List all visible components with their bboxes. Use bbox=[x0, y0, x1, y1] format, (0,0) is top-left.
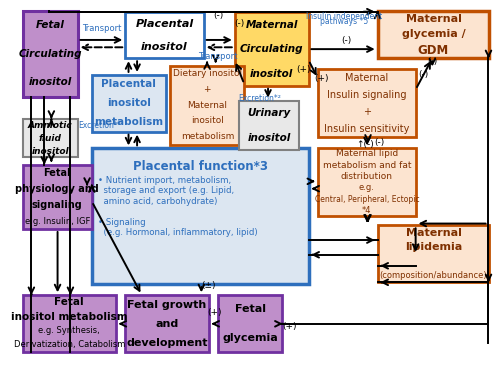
Text: Insulin sensitivity: Insulin sensitivity bbox=[324, 124, 410, 134]
Text: (-): (-) bbox=[342, 37, 351, 46]
Text: fluid: fluid bbox=[38, 134, 62, 143]
FancyBboxPatch shape bbox=[318, 148, 416, 216]
Text: Fetal: Fetal bbox=[44, 168, 71, 178]
Text: (+): (+) bbox=[207, 308, 222, 317]
FancyBboxPatch shape bbox=[378, 11, 490, 58]
Text: inositol: inositol bbox=[107, 98, 150, 108]
FancyBboxPatch shape bbox=[240, 101, 299, 150]
Text: (-): (-) bbox=[234, 19, 245, 28]
Text: inositol: inositol bbox=[28, 77, 72, 87]
Text: Maternal: Maternal bbox=[406, 14, 462, 24]
Text: (-): (-) bbox=[213, 11, 223, 20]
Text: metabolism: metabolism bbox=[180, 132, 234, 141]
Text: *4: *4 bbox=[362, 206, 372, 215]
Text: Fetal: Fetal bbox=[36, 20, 64, 30]
Text: ↑(-): ↑(-) bbox=[356, 140, 374, 149]
Text: Amniotic: Amniotic bbox=[28, 121, 72, 130]
Text: Placental function*3: Placental function*3 bbox=[132, 160, 268, 173]
Text: inositol: inositol bbox=[191, 117, 224, 125]
Text: Maternal: Maternal bbox=[188, 101, 228, 110]
Text: (+): (+) bbox=[296, 65, 311, 74]
Text: Transport: Transport bbox=[198, 52, 237, 61]
Text: Circulating: Circulating bbox=[18, 49, 82, 59]
FancyBboxPatch shape bbox=[23, 295, 116, 352]
Text: glycemia: glycemia bbox=[222, 333, 278, 343]
Text: inositol: inositol bbox=[32, 147, 69, 155]
FancyBboxPatch shape bbox=[170, 65, 244, 145]
Text: pathways *5: pathways *5 bbox=[320, 17, 368, 26]
Text: Maternal lipid: Maternal lipid bbox=[336, 149, 398, 158]
Text: Placental: Placental bbox=[102, 79, 156, 89]
FancyBboxPatch shape bbox=[92, 75, 166, 132]
Text: Fetal: Fetal bbox=[234, 305, 266, 314]
Text: Circulating: Circulating bbox=[240, 44, 304, 54]
Text: (+): (+) bbox=[282, 322, 296, 331]
Text: Transport: Transport bbox=[82, 24, 121, 33]
Text: Fetal: Fetal bbox=[54, 297, 84, 307]
Text: Central, Peripheral, Ectopic: Central, Peripheral, Ectopic bbox=[314, 195, 419, 204]
Text: signaling: signaling bbox=[32, 200, 82, 210]
Text: distribution: distribution bbox=[341, 172, 393, 181]
FancyBboxPatch shape bbox=[378, 225, 490, 282]
Text: Placental: Placental bbox=[136, 19, 194, 29]
Text: (-): (-) bbox=[427, 57, 438, 67]
Text: e.g. Insulin, IGF: e.g. Insulin, IGF bbox=[24, 216, 90, 226]
Text: (composition/abundance): (composition/abundance) bbox=[380, 271, 488, 280]
Text: +: + bbox=[204, 85, 211, 94]
FancyBboxPatch shape bbox=[23, 119, 78, 158]
Text: Insulin signaling: Insulin signaling bbox=[327, 90, 406, 100]
FancyBboxPatch shape bbox=[318, 69, 416, 137]
Text: GDM: GDM bbox=[418, 44, 449, 57]
Text: and: and bbox=[155, 319, 178, 329]
Text: physiology and: physiology and bbox=[16, 184, 99, 194]
Text: e.g.: e.g. bbox=[359, 184, 375, 192]
Text: Urinary: Urinary bbox=[248, 108, 291, 118]
Text: Fetal growth: Fetal growth bbox=[127, 300, 206, 310]
Text: • Signaling
  (e.g. Hormonal, inflammatory, lipid): • Signaling (e.g. Hormonal, inflammatory… bbox=[98, 218, 257, 238]
Text: • Nutrient import, metabolism,
  storage and export (e.g. Lipid,
  amino acid, c: • Nutrient import, metabolism, storage a… bbox=[98, 176, 234, 206]
Text: inositol metabolism: inositol metabolism bbox=[11, 312, 128, 322]
Text: (+): (+) bbox=[314, 74, 328, 83]
Text: lipidemia: lipidemia bbox=[405, 242, 462, 252]
Text: Derivatization, Catabolism: Derivatization, Catabolism bbox=[14, 340, 125, 350]
Text: glycemia /: glycemia / bbox=[402, 30, 466, 40]
Text: metabolism: metabolism bbox=[94, 117, 164, 127]
Text: development: development bbox=[126, 337, 208, 347]
Text: Insulin independent: Insulin independent bbox=[306, 11, 382, 21]
FancyBboxPatch shape bbox=[125, 13, 204, 58]
Text: +: + bbox=[363, 107, 371, 117]
Text: Maternal: Maternal bbox=[406, 228, 462, 238]
FancyBboxPatch shape bbox=[125, 295, 208, 352]
Text: inositol: inositol bbox=[250, 68, 293, 78]
FancyBboxPatch shape bbox=[92, 148, 308, 284]
Text: (-): (-) bbox=[374, 138, 384, 147]
FancyBboxPatch shape bbox=[218, 295, 282, 352]
Text: Excretion*²: Excretion*² bbox=[238, 94, 282, 103]
Text: Excretion*¹: Excretion*¹ bbox=[78, 121, 122, 130]
Text: e.g. Synthesis,: e.g. Synthesis, bbox=[38, 326, 100, 335]
FancyBboxPatch shape bbox=[23, 165, 92, 229]
FancyBboxPatch shape bbox=[23, 11, 78, 97]
Text: metabolism and fat: metabolism and fat bbox=[322, 161, 411, 170]
Text: (±): (±) bbox=[202, 282, 216, 290]
Text: Maternal: Maternal bbox=[246, 20, 298, 30]
Text: inositol: inositol bbox=[141, 42, 188, 52]
Text: inositol: inositol bbox=[248, 133, 291, 143]
Text: Dietary inositol: Dietary inositol bbox=[173, 69, 242, 78]
Text: Maternal: Maternal bbox=[345, 73, 389, 83]
Text: (-): (-) bbox=[418, 70, 428, 79]
FancyBboxPatch shape bbox=[234, 13, 308, 86]
